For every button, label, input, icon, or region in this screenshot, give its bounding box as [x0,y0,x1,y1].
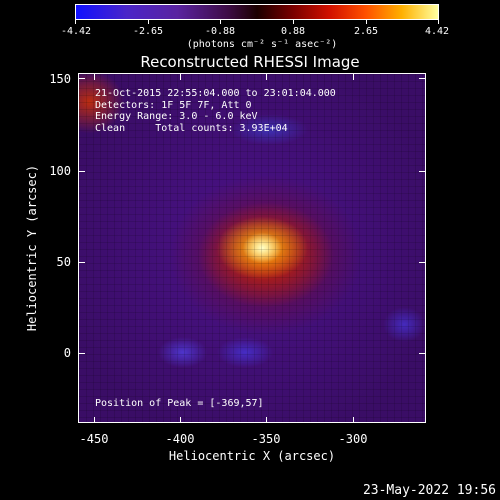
colorbar [75,4,439,20]
colorbar-tick [220,20,221,24]
colorbar-label: 2.65 [353,26,379,37]
y-tick [79,171,85,172]
rhessi-image [78,73,426,423]
info-energy-range: Energy Range: 3.0 - 6.0 keV [95,111,258,122]
colorbar-label: 4.42 [424,26,450,37]
colorbar-tick [366,20,367,24]
y-tick [419,78,425,79]
info-clean-counts: Clean Total counts: 3.93E+04 [95,122,288,134]
y-tick [419,171,425,172]
colorbar-tick [75,20,76,24]
x-tick [180,417,181,423]
y-tick [419,262,425,263]
y-tick [79,353,85,354]
colorbar-tick [438,20,439,24]
colorbar-tick [293,20,294,24]
y-tick-label: 100 [49,164,71,178]
colorbar-units: (photons cm⁻² s⁻¹ asec⁻²) [186,39,338,50]
y-tick-label: 0 [63,346,71,360]
x-tick [180,74,181,80]
y-tick-label: 50 [56,255,71,269]
x-tick [266,74,267,80]
y-tick-label: 150 [49,72,71,86]
colorbar-label: -4.42 [60,26,92,37]
x-tick [353,74,354,80]
x-tick [94,74,95,80]
pixel-grid [79,74,425,422]
generation-date: 23-May-2022 19:56 [362,483,496,498]
x-tick [353,417,354,423]
colorbar-tick [148,20,149,24]
info-date-range: 21-Oct-2015 22:55:04.000 to 23:01:04.000 [95,88,336,99]
x-tick-label: -450 [79,432,109,446]
x-tick [94,417,95,423]
plot-title: Reconstructed RHESSI Image [140,53,360,71]
x-axis-title: Heliocentric X (arcsec) [168,449,336,463]
colorbar-label: -0.88 [204,26,236,37]
x-tick-label: -350 [251,432,281,446]
peak-position-label: Position of Peak = [-369,57] [95,398,264,409]
y-tick [79,78,85,79]
info-detectors: Detectors: 1F 5F 7F, Att 0 [95,99,252,111]
colorbar-label: 0.88 [280,26,306,37]
colorbar-label: -2.65 [132,26,164,37]
image-intensity-map [79,74,425,422]
x-tick [266,417,267,423]
y-axis-title: Heliocentric Y (arcsec) [25,164,39,332]
y-tick [419,353,425,354]
y-tick [79,262,85,263]
x-tick-label: -400 [165,432,195,446]
x-tick-label: -300 [338,432,368,446]
